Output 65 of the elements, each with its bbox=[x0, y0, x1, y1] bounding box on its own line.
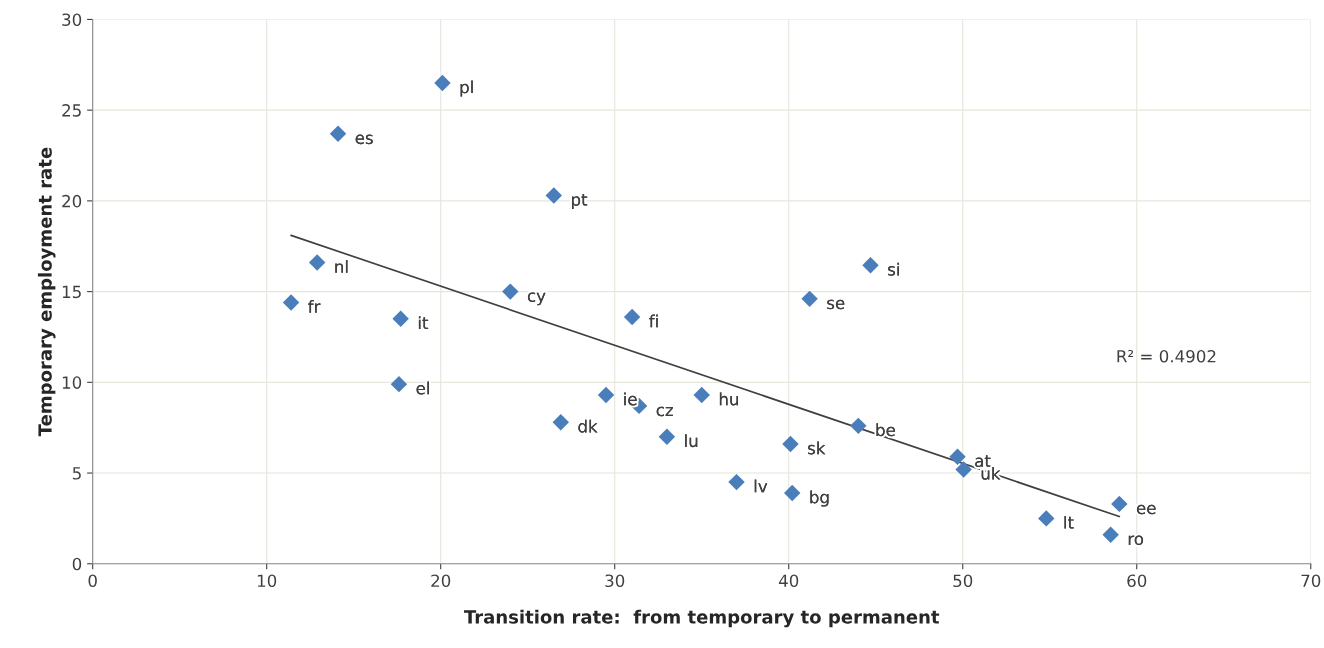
point bbox=[623, 308, 641, 326]
x-tick-label: 70 bbox=[1301, 574, 1321, 588]
point bbox=[949, 448, 966, 465]
annotation: cy bbox=[527, 292, 546, 306]
point bbox=[308, 254, 326, 271]
annotation: at bbox=[975, 455, 991, 468]
annotation: lu bbox=[685, 434, 698, 448]
annotation: el bbox=[416, 381, 429, 395]
y-tick-label: 5 bbox=[72, 467, 81, 480]
annotation: se bbox=[827, 299, 845, 310]
y-axis-title: Temporary employment rate bbox=[37, 147, 56, 437]
annotation: sk bbox=[808, 441, 826, 455]
annotation: bg bbox=[810, 490, 829, 507]
point bbox=[329, 125, 347, 142]
annotation: lv bbox=[754, 479, 768, 493]
annotation: hu bbox=[719, 392, 738, 406]
annotation: R² = 0.4902 bbox=[1117, 349, 1216, 363]
x-tick-label: 30 bbox=[605, 574, 625, 588]
annotation: pt bbox=[571, 193, 588, 210]
point bbox=[1111, 495, 1128, 513]
y-tick-label: 20 bbox=[62, 194, 82, 208]
point bbox=[392, 310, 409, 328]
point bbox=[850, 417, 867, 435]
annotation: pl bbox=[460, 80, 473, 97]
point bbox=[728, 473, 745, 491]
x-tick-label: 0 bbox=[88, 574, 97, 588]
annotation: ee bbox=[1136, 504, 1156, 515]
point bbox=[801, 290, 818, 308]
point bbox=[1102, 526, 1119, 543]
point bbox=[955, 461, 972, 478]
x-axis-title: Transition rate: from temporary to permanent bbox=[463, 609, 940, 628]
annotation: ie bbox=[624, 392, 637, 406]
point bbox=[434, 74, 451, 92]
point bbox=[783, 484, 801, 502]
y-tick-label: 0 bbox=[72, 557, 82, 571]
point bbox=[782, 435, 799, 453]
x-tick-label: 60 bbox=[1127, 574, 1147, 588]
point bbox=[390, 375, 408, 393]
annotation: fr bbox=[308, 299, 321, 313]
annotation: dk bbox=[578, 419, 598, 433]
point bbox=[282, 294, 300, 311]
point bbox=[552, 414, 569, 431]
annotation: nl bbox=[335, 260, 348, 273]
annotation: si bbox=[888, 262, 899, 276]
y-tick-label: 25 bbox=[62, 104, 81, 117]
point bbox=[862, 257, 879, 274]
x-tick-label: 50 bbox=[953, 574, 973, 588]
annotation: fi bbox=[649, 314, 658, 328]
point bbox=[597, 386, 615, 404]
y-tick-label: 10 bbox=[62, 376, 82, 389]
x-tick-label: 20 bbox=[431, 574, 451, 588]
point bbox=[693, 386, 710, 404]
annotation: ro bbox=[1128, 535, 1144, 546]
annotation: cz bbox=[656, 406, 673, 417]
annotation: it bbox=[418, 316, 429, 329]
point bbox=[658, 428, 676, 445]
point bbox=[545, 187, 563, 204]
y-tick-label: 30 bbox=[62, 13, 82, 27]
point bbox=[502, 283, 519, 300]
annotation: es bbox=[355, 134, 373, 145]
x-tick-label: 40 bbox=[778, 574, 799, 588]
y-tick-label: 15 bbox=[62, 285, 81, 299]
point bbox=[1038, 510, 1055, 527]
annotation: lt bbox=[1064, 515, 1074, 529]
x-tick-label: 10 bbox=[257, 574, 277, 588]
